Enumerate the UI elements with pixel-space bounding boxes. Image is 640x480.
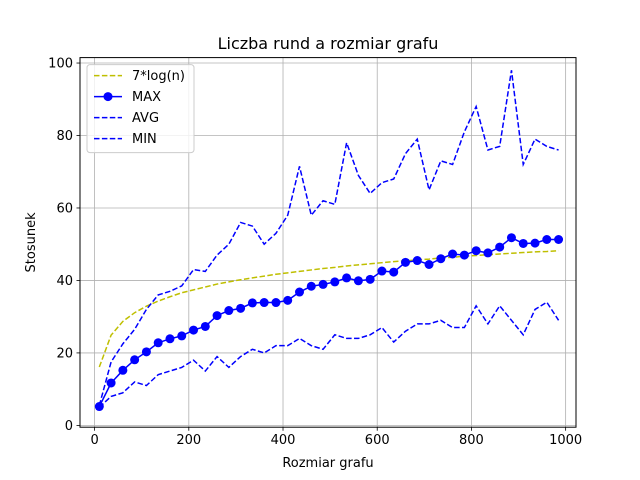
legend: 7*log(n) MAX AVG MIN <box>86 64 195 154</box>
data-point-max <box>506 233 516 243</box>
data-point-max <box>165 334 175 344</box>
x-tick-label: 200 <box>176 433 201 448</box>
y-tick-label: 100 <box>48 57 73 72</box>
data-point-max <box>130 355 140 365</box>
data-point-max <box>330 277 340 287</box>
series-line-7-log-n <box>98 249 559 368</box>
data-point-max <box>412 256 422 266</box>
chart-title: Liczba rund a rozmiar grafu <box>218 34 439 53</box>
data-point-max <box>483 248 493 258</box>
data-point-max <box>153 338 163 348</box>
series-line-max <box>98 236 559 407</box>
series-line-avg <box>98 70 559 406</box>
data-point-max <box>554 235 564 245</box>
legend-marker-max <box>103 92 113 102</box>
data-point-max <box>236 303 246 313</box>
data-point-max <box>318 279 328 289</box>
data-point-max <box>495 242 505 252</box>
legend-box <box>86 64 195 154</box>
x-tick-label: 1000 <box>549 433 582 448</box>
series-line-min <box>98 301 560 408</box>
data-point-max <box>200 321 210 331</box>
data-point-max <box>118 365 128 375</box>
legend-label-7-log-n: 7*log(n) <box>132 69 185 84</box>
data-point-max <box>177 331 187 341</box>
data-point-max <box>259 298 269 308</box>
y-tick-label: 20 <box>56 346 73 361</box>
x-tick-label: 800 <box>459 433 484 448</box>
data-point-max <box>448 249 458 259</box>
x-tick-label: 0 <box>90 433 98 448</box>
data-point-max <box>212 311 222 321</box>
x-axis: 0 200 400 600 800 1000 <box>90 427 582 448</box>
data-point-max <box>271 298 281 308</box>
axes-frame <box>79 57 577 428</box>
data-point-max <box>342 273 352 283</box>
data-point-max <box>424 260 434 270</box>
y-tick-label: 80 <box>56 129 73 144</box>
grid-lines <box>80 57 576 428</box>
data-point-max <box>141 347 151 357</box>
data-point-max <box>389 267 399 277</box>
data-point-max <box>295 287 305 297</box>
data-point-max <box>542 235 552 245</box>
plot-area <box>94 70 564 412</box>
y-axis: 0 20 40 60 80 100 <box>48 57 80 434</box>
y-axis-label: Stosunek <box>24 212 39 273</box>
data-point-max <box>459 250 469 260</box>
legend-label-min: MIN <box>132 132 157 147</box>
data-point-max <box>247 298 257 308</box>
data-point-max <box>283 295 293 305</box>
legend-label-avg: AVG <box>132 111 159 126</box>
data-point-max <box>353 276 363 286</box>
data-point-max <box>518 238 528 248</box>
y-tick-label: 60 <box>56 201 73 216</box>
x-axis-label: Rozmiar grafu <box>282 456 373 471</box>
data-point-max <box>436 254 446 264</box>
legend-label-max: MAX <box>132 90 161 105</box>
data-point-max <box>365 274 375 284</box>
x-tick-label: 600 <box>365 433 390 448</box>
data-point-max <box>400 257 410 267</box>
data-point-max <box>189 325 199 335</box>
data-point-max <box>471 246 481 256</box>
x-tick-label: 400 <box>271 433 296 448</box>
data-point-max <box>306 281 316 291</box>
data-point-max <box>377 266 387 276</box>
y-tick-label: 0 <box>65 419 73 434</box>
data-point-max <box>106 378 116 388</box>
data-point-max <box>530 238 540 248</box>
y-tick-label: 40 <box>56 274 73 289</box>
data-point-max <box>224 306 234 316</box>
